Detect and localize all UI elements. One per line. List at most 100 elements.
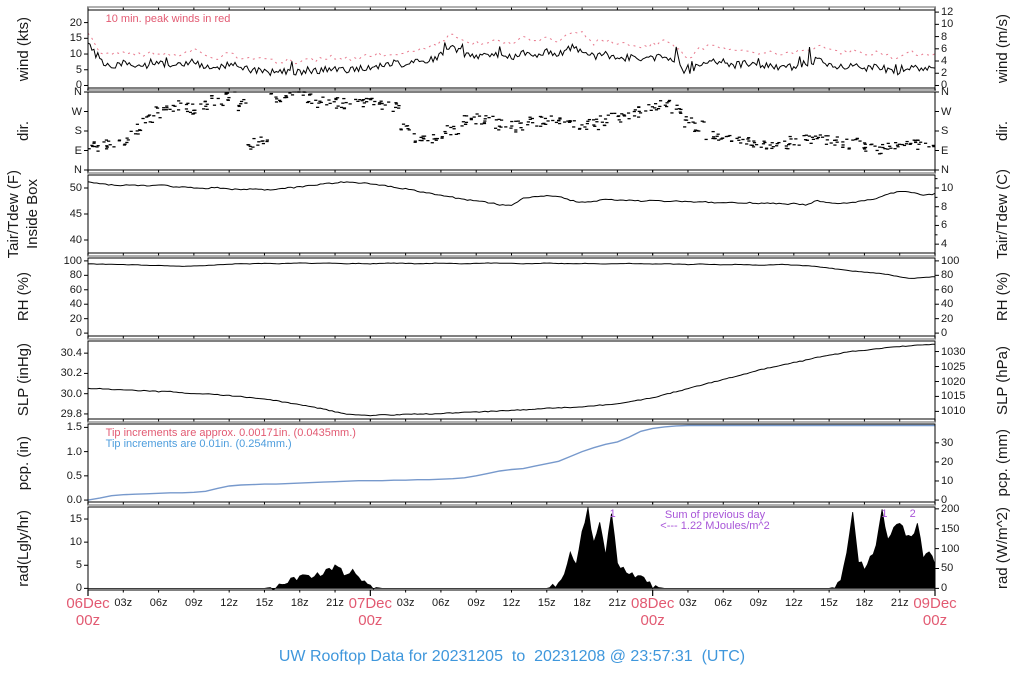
ytick-right-dir: E (941, 144, 949, 157)
ytick-right-dir: N (941, 86, 949, 98)
ylabel-right-rad: rad (W/m^2) (993, 507, 1011, 590)
ytick-right-rad: 100 (941, 542, 960, 555)
ytick-right-wind: 2 (941, 67, 948, 80)
ytick-left-rh: 40 (69, 298, 82, 311)
annotation-wind: 10 min. peak winds in red (105, 13, 231, 25)
ytick-left-rh: 20 (69, 312, 82, 325)
ylabel-left-pcp: pcp. (in) (14, 435, 32, 491)
wind-speed-kts (87, 42, 936, 77)
ytick-left-rh: 80 (69, 269, 82, 282)
x-day-label-06dec: 06Dec 00z (66, 595, 110, 629)
ylabel-right-dir: dir. (993, 120, 1011, 141)
ytick-left-rh: 100 (63, 254, 82, 267)
ytick-left-rad: 5 (75, 559, 82, 572)
ytick-left-pcp: 1.5 (66, 421, 82, 434)
ytick-left-rad: 15 (69, 513, 82, 526)
ytick-right-wind: 4 (941, 55, 948, 67)
x-hour-label: 03z (114, 597, 133, 609)
annotation-rad: <--- 1.22 MJoules/m^2 (660, 520, 770, 532)
ytick-left-dir: N (74, 86, 82, 98)
ytick-left-tair: 40 (69, 234, 82, 246)
ytick-left-wind: 5 (75, 63, 82, 76)
panel-pcp (84, 423, 939, 505)
panel-slp (84, 340, 939, 422)
ytick-left-wind: 10 (69, 48, 82, 61)
ylabel-left-rad: rad(Lgly/hr) (14, 510, 32, 587)
ytick-left-wind: 0 (75, 79, 82, 92)
x-hour-label: 09z (185, 597, 203, 609)
annotation-rad: Sum of previous day (664, 509, 766, 521)
panel-frame-dir (87, 91, 936, 171)
x-hour-label: 06z (432, 597, 450, 609)
ytick-left-dir: N (74, 164, 82, 176)
x-hour-label: 15z (255, 597, 274, 609)
ytick-left-tair: 45 (69, 208, 82, 220)
ytick-right-rh: 100 (941, 254, 960, 267)
panel-rh (84, 257, 939, 339)
ytick-left-wind: 15 (69, 32, 82, 45)
ytick-right-rad: 50 (941, 562, 954, 575)
ytick-right-rad: 200 (941, 502, 960, 515)
ytick-right-wind: 10 (941, 18, 954, 31)
ytick-right-wind: 0 (941, 79, 948, 92)
ytick-left-slp: 30.4 (60, 347, 82, 360)
ytick-right-wind: 6 (941, 42, 948, 55)
x-hour-label: 09z (749, 597, 768, 609)
x-hour-label: 18z (573, 597, 591, 609)
annotation-pcp: Tip increments are approx. 0.00171in. (0… (105, 427, 356, 439)
ytick-left-rh: 60 (69, 283, 82, 296)
ylabel-right-tair: Tair/Tdew (C) (993, 169, 1011, 260)
x-hour-label: 15z (537, 597, 556, 609)
ytick-right-rh: 60 (941, 283, 954, 296)
panel-frame-slp (87, 340, 936, 420)
air-temperature-f (87, 181, 936, 206)
ytick-right-dir: N (941, 164, 949, 176)
solar-radiation-lgly-hr (88, 507, 936, 590)
ytick-left-rad: 10 (69, 536, 82, 549)
panel-separator (87, 6, 936, 8)
ylabel-left-rh: RH (%) (14, 272, 32, 322)
x-day-label-09dec: 09Dec 00z (913, 595, 957, 629)
x-hour-label: 21z (890, 597, 909, 609)
ytick-right-slp: 1010 (941, 405, 966, 418)
sea-level-pressure-inhg (87, 343, 936, 417)
panel-rad (84, 506, 939, 596)
ytick-right-rh: 40 (941, 298, 954, 311)
annotation-rad: 2 (909, 508, 916, 520)
ylabel-right-wind: wind (m/s) (993, 14, 1011, 84)
x-hour-label: 06z (714, 597, 733, 609)
panel-frame-tair (87, 174, 936, 254)
ytick-left-rh: 0 (75, 327, 82, 340)
ytick-right-slp: 1015 (941, 390, 966, 403)
x-hour-label: 18z (855, 597, 874, 609)
ytick-left-pcp: 0.5 (66, 469, 82, 482)
ylabel-left-slp: SLP (inHg) (14, 343, 32, 417)
panel-frame-rh (87, 257, 936, 337)
x-day-label-07dec: 07Dec 00z (348, 595, 393, 629)
ytick-right-slp: 1025 (941, 360, 966, 373)
ytick-left-pcp: 1.0 (66, 445, 82, 458)
x-hour-label: 03z (679, 597, 697, 609)
ytick-right-wind: 12 (941, 6, 954, 19)
ytick-left-slp: 30.2 (60, 367, 82, 380)
panel-frame-pcp (87, 423, 936, 503)
x-hour-label: 09z (467, 597, 486, 609)
ytick-right-rad: 150 (941, 522, 960, 535)
ytick-right-dir: S (941, 125, 949, 137)
ytick-right-slp: 1030 (941, 345, 966, 358)
ytick-right-pcp: 0 (941, 494, 948, 507)
ytick-right-slp: 1020 (941, 375, 966, 388)
ytick-right-rh: 0 (941, 327, 948, 340)
x-hour-label: 12z (502, 597, 521, 609)
panel-tair (84, 174, 939, 256)
x-hour-label: 18z (290, 597, 309, 609)
ytick-right-rh: 80 (941, 269, 954, 282)
x-hour-label: 21z (326, 597, 344, 609)
panel-frame-rad (87, 506, 936, 591)
annotation-rad: 1 (881, 508, 888, 520)
ytick-right-wind: 8 (941, 30, 948, 43)
ytick-right-pcp: 10 (941, 474, 954, 487)
ytick-right-tair: 8 (941, 200, 948, 213)
x-hour-label: 21z (608, 597, 627, 609)
